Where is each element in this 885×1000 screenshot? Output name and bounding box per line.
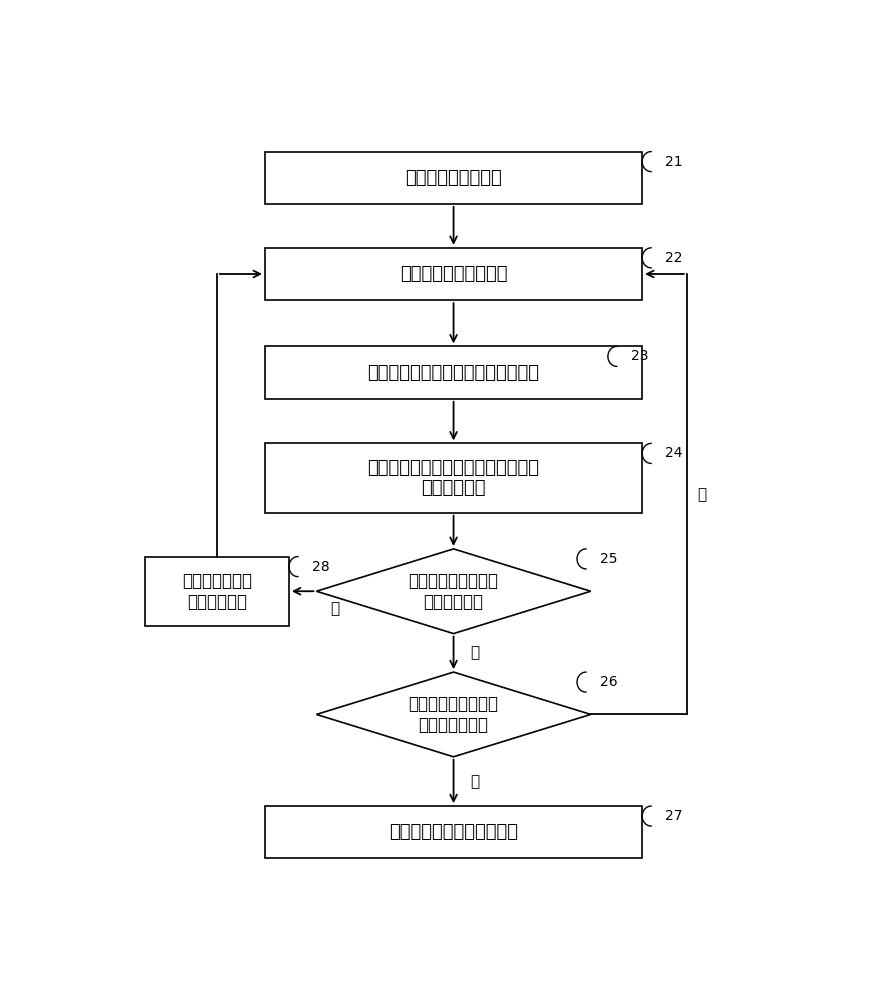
Text: 是: 是: [330, 601, 339, 616]
FancyBboxPatch shape: [265, 152, 643, 204]
Text: 检测坎埚中待熳融物中心位置温度值: 检测坎埚中待熳融物中心位置温度值: [367, 364, 540, 382]
FancyBboxPatch shape: [265, 346, 643, 399]
Text: 温度差值是否大于预
设的差值大小: 温度差值是否大于预 设的差值大小: [409, 572, 498, 611]
FancyBboxPatch shape: [265, 806, 643, 858]
Text: 控制正在工作的
坎埚暂停加热: 控制正在工作的 坎埚暂停加热: [182, 572, 252, 611]
Polygon shape: [317, 672, 591, 757]
FancyBboxPatch shape: [145, 557, 289, 626]
Text: 23: 23: [631, 349, 649, 363]
Text: 坎埚表面温度是否大
于预设的温度值: 坎埚表面温度是否大 于预设的温度值: [409, 695, 498, 734]
Text: 21: 21: [666, 155, 683, 169]
Text: 停止对坎埚加热，发出蜂鸣: 停止对坎埚加热，发出蜂鸣: [389, 823, 518, 841]
Text: 否: 否: [697, 487, 706, 502]
FancyBboxPatch shape: [265, 443, 643, 513]
Text: 检测坎埚的表面温度值: 检测坎埚的表面温度值: [400, 265, 507, 283]
Text: 28: 28: [312, 560, 330, 574]
Text: 27: 27: [666, 809, 683, 823]
Text: 是: 是: [471, 774, 480, 789]
FancyBboxPatch shape: [265, 248, 643, 300]
Text: 计算出坎埚表面温度与待熳融物中心
位置温度差值: 计算出坎埚表面温度与待熳融物中心 位置温度差值: [367, 459, 540, 497]
Text: 25: 25: [600, 552, 618, 566]
Text: 26: 26: [600, 675, 618, 689]
Text: 否: 否: [471, 645, 480, 660]
Polygon shape: [317, 549, 591, 634]
Text: 24: 24: [666, 446, 683, 460]
Text: 接收坎埚加热的信号: 接收坎埚加热的信号: [405, 169, 502, 187]
Text: 22: 22: [666, 251, 683, 265]
